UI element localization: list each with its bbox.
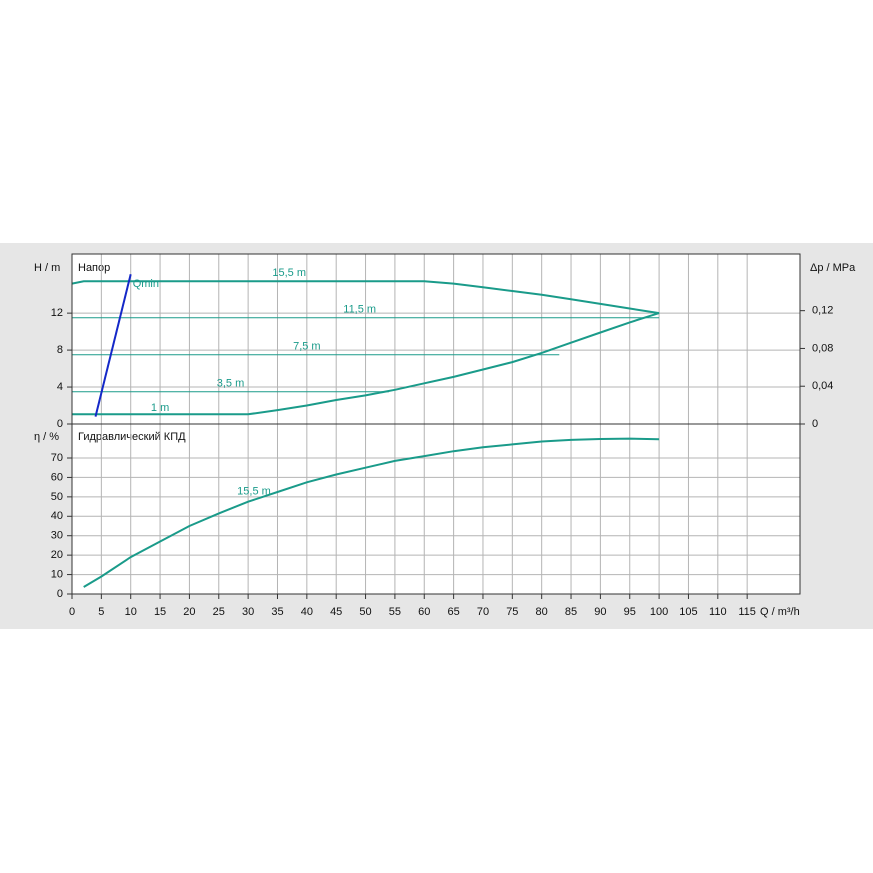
x-tick-label: 60 (418, 606, 430, 618)
y-tick-label: 50 (51, 491, 63, 503)
y-tick-label: 10 (51, 568, 63, 580)
x-tick-label: 115 (738, 606, 756, 618)
y-tick-label: 30 (51, 530, 63, 542)
x-tick-label: 30 (242, 606, 254, 618)
x-tick-label: 25 (213, 606, 225, 618)
x-tick-label: 55 (389, 606, 401, 618)
y2-tick-label: 0,04 (812, 380, 833, 392)
y-tick-label: 0 (57, 588, 63, 600)
x-tick-label: 70 (477, 606, 489, 618)
x-tick-label: 20 (183, 606, 195, 618)
x-tick-label: 45 (330, 606, 342, 618)
curve (94, 274, 132, 417)
y-tick-label: 4 (57, 381, 63, 393)
x-tick-label: 100 (650, 606, 668, 618)
y-tick-label: 70 (51, 452, 63, 464)
curve-label: 7,5 m (293, 341, 321, 353)
x-tick-label: 50 (359, 606, 371, 618)
curve (83, 437, 660, 588)
x-tick-label: 10 (125, 606, 137, 618)
x-tick-label: 90 (594, 606, 606, 618)
y-tick-label: 8 (57, 344, 63, 356)
curve-label: 3,5 m (217, 378, 245, 390)
y-tick-label: 20 (51, 549, 63, 561)
curve (72, 312, 660, 416)
y-tick-label: 60 (51, 471, 63, 483)
x-tick-label: 35 (271, 606, 283, 618)
y2-tick-label: 0,08 (812, 342, 833, 354)
curve-label: 15,5 m (237, 486, 271, 498)
x-tick-label: 0 (69, 606, 75, 618)
curve-label: 11,5 m (343, 304, 376, 316)
x-tick-label: 40 (301, 606, 313, 618)
y-axis-title: η / % (34, 431, 59, 443)
x-tick-label: 105 (679, 606, 697, 618)
plot-frame (71, 423, 801, 595)
x-tick-label: 65 (447, 606, 459, 618)
x-tick-label: 95 (624, 606, 636, 618)
panel-title: Напор (78, 262, 110, 274)
curve-label: 15,5 m (272, 267, 306, 279)
panel-title: Гидравлический КПД (78, 431, 186, 443)
y-tick-label: 40 (51, 510, 63, 522)
y-tick-label: 0 (57, 418, 63, 430)
curve-label: 1 m (151, 402, 169, 414)
x-axis-title: Q / m³/h (760, 606, 800, 618)
y2-tick-label: 0 (812, 418, 818, 430)
x-tick-label: 75 (506, 606, 518, 618)
x-tick-label: 85 (565, 606, 577, 618)
curve (71, 280, 660, 315)
x-tick-label: 5 (98, 606, 104, 618)
y-axis-title: H / m (34, 262, 60, 274)
x-tick-label: 80 (536, 606, 548, 618)
curve-label: Qmin (133, 278, 159, 290)
x-tick-label: 110 (709, 606, 727, 618)
y-tick-label: 12 (51, 307, 63, 319)
x-tick-label: 15 (154, 606, 166, 618)
y2-axis-title: Δp / MPa (810, 262, 856, 274)
y2-tick-label: 0,12 (812, 305, 833, 317)
